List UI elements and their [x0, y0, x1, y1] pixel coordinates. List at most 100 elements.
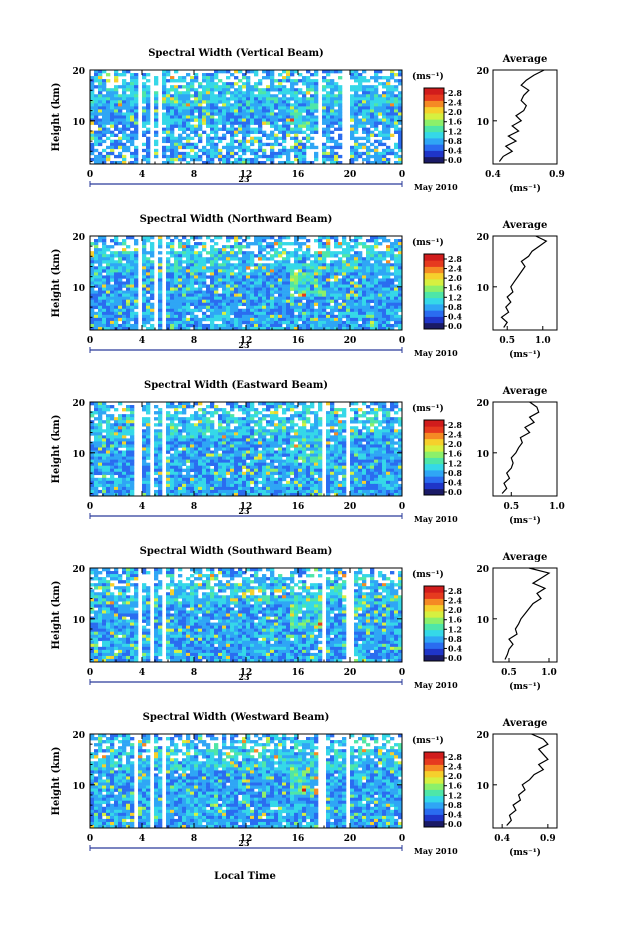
x-tick-label: 16 [292, 336, 305, 346]
colorbar-tick-label: 0.8 [448, 800, 462, 810]
x-tick-label: 0 [87, 170, 93, 180]
colorbar-tick-label: 2.0 [448, 273, 462, 283]
colorbar [423, 419, 445, 496]
x-tick-label: 16 [292, 502, 305, 512]
average-x-tick-label: 0.4 [485, 170, 501, 180]
y-tick-label: 10 [72, 782, 85, 792]
x-tick-label: 8 [191, 668, 197, 678]
x-tick-label: 16 [292, 170, 305, 180]
colorbar-tick-label: 2.4 [448, 430, 462, 440]
x-tick-label: 4 [139, 834, 145, 844]
colorbar-tick-label: 0.0 [448, 653, 462, 663]
x-tick-label: 0 [399, 336, 405, 346]
colorbar-tick-label: 1.2 [448, 458, 462, 468]
colorbar-tick-label: 0.8 [448, 136, 462, 146]
colorbar-tick-label: 0.0 [448, 321, 462, 331]
x-tick-label: 8 [191, 170, 197, 180]
month-label: May 2010 [414, 348, 458, 358]
panel-title: Spectral Width (Eastward Beam) [144, 380, 328, 391]
y-axis-label: Height (km) [51, 249, 62, 318]
colorbar-tick-label: 0.8 [448, 302, 462, 312]
average-title: Average [502, 54, 548, 65]
beam-panel: Spectral Width (Westward Beam) Height (km… [51, 712, 558, 858]
x-tick-label: 20 [344, 502, 357, 512]
average-title: Average [502, 552, 548, 563]
colorbar-tick-label: 1.6 [448, 117, 462, 127]
average-profile-line [501, 401, 540, 494]
colorbar-tick-label: 0.4 [448, 311, 462, 321]
heatmap-cells [90, 236, 403, 331]
heatmap-cells [90, 568, 403, 663]
y-tick-label: 10 [72, 118, 85, 128]
colorbar-tick-label: 2.4 [448, 762, 462, 772]
average-x-tick-label: 0.5 [503, 502, 519, 512]
x-tick-label: 0 [87, 834, 93, 844]
colorbar-tick-label: 1.2 [448, 292, 462, 302]
month-label: May 2010 [414, 182, 458, 192]
date-label: 23 [238, 506, 250, 516]
x-tick-label: 0 [399, 502, 405, 512]
x-tick-label: 8 [191, 502, 197, 512]
y-axis-label: Height (km) [51, 415, 62, 484]
average-profile-line [498, 69, 545, 162]
colorbar-tick-label: 2.8 [448, 586, 462, 596]
average-y-tick-label: 20 [476, 233, 489, 243]
y-tick-label: 20 [72, 233, 85, 243]
average-y-tick-label: 10 [476, 118, 489, 128]
month-label: May 2010 [414, 680, 458, 690]
x-tick-label: 12 [240, 336, 253, 346]
colorbar-tick-label: 0.4 [448, 643, 462, 653]
colorbar-tick-label: 1.2 [448, 624, 462, 634]
average-unit: (ms⁻¹) [509, 349, 541, 360]
average-y-tick-label: 10 [476, 616, 489, 626]
average-x-tick-label: 1.0 [535, 336, 551, 346]
x-tick-label: 0 [399, 170, 405, 180]
heatmap-cells [90, 402, 403, 497]
date-label: 23 [238, 838, 250, 848]
colorbar-tick-label: 0.4 [448, 809, 462, 819]
average-frame [492, 567, 558, 663]
x-tick-label: 4 [139, 170, 145, 180]
average-unit: (ms⁻¹) [509, 183, 541, 194]
x-tick-label: 20 [344, 834, 357, 844]
colorbar-tick-label: 2.0 [448, 439, 462, 449]
average-x-tick-label: 0.4 [494, 834, 510, 844]
colorbar-unit: (ms⁻¹) [412, 71, 444, 82]
average-x-tick-label: 0.9 [549, 170, 565, 180]
x-tick-label: 0 [399, 668, 405, 678]
x-tick-label: 4 [139, 668, 145, 678]
x-tick-label: 8 [191, 336, 197, 346]
colorbar-unit: (ms⁻¹) [412, 735, 444, 746]
colorbar [423, 87, 445, 164]
average-title: Average [502, 386, 548, 397]
colorbar-tick-label: 1.6 [448, 781, 462, 791]
panel-title: Spectral Width (Northward Beam) [140, 214, 333, 225]
x-tick-label: 12 [240, 834, 253, 844]
average-title: Average [502, 718, 548, 729]
colorbar-tick-label: 2.4 [448, 98, 462, 108]
x-tick-label: 8 [191, 834, 197, 844]
colorbar-tick-label: 1.6 [448, 283, 462, 293]
average-frame [492, 401, 558, 497]
panel-title: Spectral Width (Vertical Beam) [148, 48, 324, 59]
y-axis-label: Height (km) [51, 747, 62, 816]
date-label: 23 [238, 672, 250, 682]
colorbar-tick-label: 2.8 [448, 752, 462, 762]
colorbar-tick-label: 2.0 [448, 605, 462, 615]
y-axis-label: Height (km) [51, 83, 62, 152]
average-unit: (ms⁻¹) [509, 515, 541, 526]
average-y-tick-label: 10 [476, 450, 489, 460]
average-y-tick-label: 10 [476, 782, 489, 792]
average-x-tick-label: 0.5 [501, 668, 517, 678]
heatmap-cells [90, 734, 403, 829]
x-tick-label: 12 [240, 668, 253, 678]
month-label: May 2010 [414, 514, 458, 524]
y-axis-label: Height (km) [51, 581, 62, 650]
x-tick-label: 20 [344, 170, 357, 180]
average-y-tick-label: 20 [476, 565, 489, 575]
colorbar-tick-label: 2.0 [448, 107, 462, 117]
colorbar-tick-label: 0.0 [448, 487, 462, 497]
colorbar-tick-label: 0.0 [448, 155, 462, 165]
colorbar-tick-label: 2.4 [448, 596, 462, 606]
y-tick-label: 20 [72, 67, 85, 77]
